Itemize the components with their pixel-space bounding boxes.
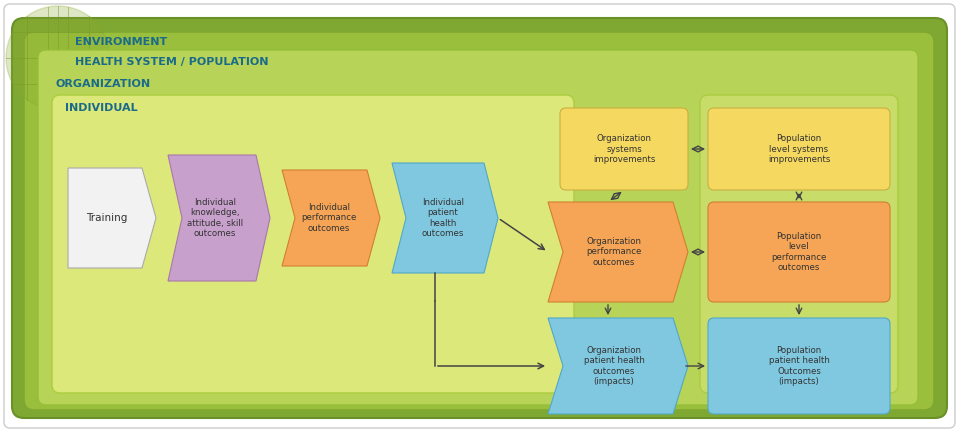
FancyBboxPatch shape xyxy=(700,95,898,393)
Text: Organization
patient health
outcomes
(impacts): Organization patient health outcomes (im… xyxy=(584,346,644,386)
FancyBboxPatch shape xyxy=(708,202,890,302)
Text: Individual
knowledge,
attitude, skill
outcomes: Individual knowledge, attitude, skill ou… xyxy=(187,198,243,238)
Text: Organization
systems
improvements: Organization systems improvements xyxy=(593,134,655,164)
Text: Individual
performance
outcomes: Individual performance outcomes xyxy=(301,203,357,233)
Text: Population
level systems
improvements: Population level systems improvements xyxy=(768,134,830,164)
Polygon shape xyxy=(168,155,270,281)
FancyBboxPatch shape xyxy=(4,4,955,428)
Text: INDIVIDUAL: INDIVIDUAL xyxy=(65,103,138,113)
Polygon shape xyxy=(68,168,156,268)
Polygon shape xyxy=(282,170,380,266)
FancyBboxPatch shape xyxy=(52,95,574,393)
Text: Population
level
performance
outcomes: Population level performance outcomes xyxy=(771,232,827,272)
Text: Organization
performance
outcomes: Organization performance outcomes xyxy=(586,237,642,267)
FancyBboxPatch shape xyxy=(708,108,890,190)
Text: Training: Training xyxy=(86,213,128,223)
Polygon shape xyxy=(548,318,688,414)
Text: Population
patient health
Outcomes
(impacts): Population patient health Outcomes (impa… xyxy=(768,346,830,386)
FancyBboxPatch shape xyxy=(24,32,934,410)
FancyBboxPatch shape xyxy=(12,18,947,418)
Text: Individual
patient
health
outcomes: Individual patient health outcomes xyxy=(422,198,464,238)
Text: ORGANIZATION: ORGANIZATION xyxy=(55,79,151,89)
Circle shape xyxy=(6,6,110,110)
Polygon shape xyxy=(548,202,688,302)
FancyBboxPatch shape xyxy=(38,50,918,405)
FancyBboxPatch shape xyxy=(560,108,688,190)
Text: HEALTH SYSTEM / POPULATION: HEALTH SYSTEM / POPULATION xyxy=(75,57,269,67)
Polygon shape xyxy=(392,163,498,273)
FancyBboxPatch shape xyxy=(708,318,890,414)
Text: ENVIRONMENT: ENVIRONMENT xyxy=(75,37,167,47)
